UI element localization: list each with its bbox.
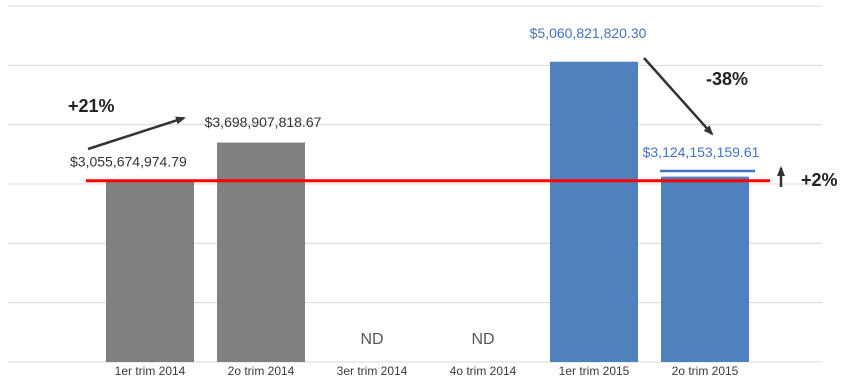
bar: [217, 142, 305, 362]
bar-value-label: $3,124,153,159.61: [643, 144, 760, 160]
increase-arrow: [87, 116, 186, 151]
x-tick-label: 3er trim 2014: [337, 364, 408, 378]
bar-value-label: ND: [471, 331, 494, 348]
decrease-arrow: [643, 57, 714, 136]
x-tick-label: 2o trim 2015: [672, 364, 739, 378]
change-annotation-2014: +21%: [68, 96, 115, 116]
bar-value-label: $3,055,674,974.79: [70, 154, 187, 170]
change-annotation-vs-2014: +2%: [801, 170, 838, 190]
bar-value-label: $5,060,821,820.30: [530, 25, 647, 41]
change-annotation-2015: -38%: [706, 69, 748, 89]
bar: [106, 180, 194, 362]
bar: [550, 61, 638, 362]
x-tick-label: 2o trim 2014: [228, 364, 295, 378]
annotations: +21% -38% +2%: [68, 57, 838, 190]
bar: [661, 176, 749, 362]
bar-value-label: $3,698,907,818.67: [205, 114, 322, 130]
x-tick-label: 1er trim 2015: [559, 364, 630, 378]
x-tick-label: 4o trim 2014: [450, 364, 517, 378]
bars: [86, 61, 770, 362]
bar-value-labels: $3,055,674,974.79 $3,698,907,818.67 ND ND $5…: [70, 25, 760, 348]
x-axis-tick-labels: 1er trim 2014 2o trim 2014 3er trim 2014 4o…: [115, 364, 739, 378]
bar-value-label: ND: [360, 331, 383, 348]
x-tick-label: 1er trim 2014: [115, 364, 186, 378]
